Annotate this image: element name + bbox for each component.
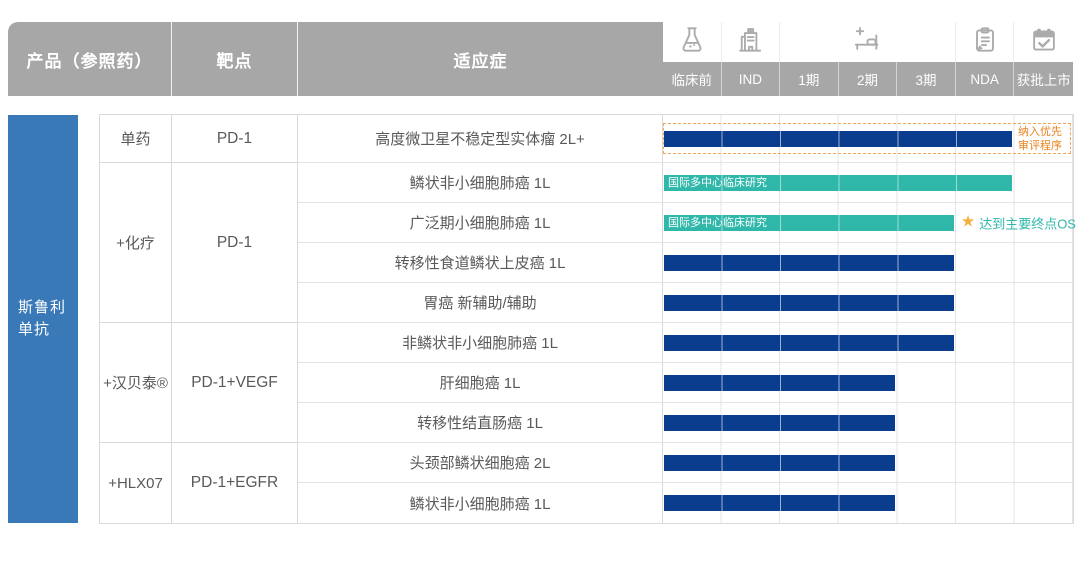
hospital-building-icon [734,24,766,61]
product-name-line1: 斯鲁利 [18,299,67,316]
table-header: 产品（参照药） 靶点 适应症 临床前 IND 1期 2期 3期 NDA 获批上市 [8,22,1073,96]
clipboard-icon [969,24,1001,61]
target-cell: PD-1+EGFR [172,443,298,523]
combo-cell: +HLX07 [100,443,172,523]
target-cell: PD-1+VEGF [172,323,298,443]
indication-cell: 胃癌 新辅助/辅助 [298,283,663,323]
flask-icon-cell [663,22,722,62]
gantt-row [663,403,1073,443]
priority-review-text: 纳入优先 审评程序 [1018,125,1062,152]
calendar-check-icon [1028,24,1060,61]
combo-cell: 单药 [100,115,172,163]
phase-progress-bar: 国际多中心临床研究 [664,174,1013,191]
indication-cell: 肝细胞癌 1L [298,363,663,403]
indication-cell: 非鳞状非小细胞肺癌 1L [298,323,663,363]
gantt-row [663,443,1073,483]
phase-label-1: IND [722,62,781,96]
header-product-column: 产品（参照药） [8,22,172,96]
header-target-column: 靶点 [172,22,298,96]
gantt-row: 国际多中心临床研究 ★ 达到主要终点OS [663,203,1076,243]
calendar-check-icon-cell [1014,22,1073,62]
milestone-annotation: ★ 达到主要终点OS [961,213,1076,232]
phase-label-2: 1期 [780,62,839,96]
milestone-text: 达到主要终点OS [979,216,1076,231]
indication-cell: 转移性结直肠癌 1L [298,403,663,443]
product-name-line2: 单抗 [18,321,51,338]
hospital-bed-icon [851,24,883,61]
pipeline-table: 单药 PD-1 高度微卫星不稳定型实体瘤 2L+ 纳入优先 审评程序 +化疗 PD-1 鳞状非… [99,114,1076,524]
gantt-row [663,483,1073,523]
combo-cell: +汉贝泰® [100,323,172,443]
header-indication-column: 适应症 [453,51,508,71]
target-cell: PD-1 [172,163,298,323]
clipboard-icon-cell [956,22,1015,62]
gantt-row [663,283,1073,323]
phase-progress-bar: 国际多中心临床研究 [664,214,954,231]
priority-review-box: 纳入优先 审评程序 [663,123,1071,154]
indication-cell: 头颈部鳞状细胞癌 2L [298,443,663,483]
header-phases-block: 临床前 IND 1期 2期 3期 NDA 获批上市 [663,22,1073,96]
flask-icon [676,24,708,61]
bar-label: 国际多中心临床研究 [668,176,767,189]
hospital-building-icon-cell [722,22,781,62]
product-name-sidebar: 斯鲁利 单抗 [8,115,78,523]
phase-progress-bar [664,414,896,431]
phase-labels-row: 临床前 IND 1期 2期 3期 NDA 获批上市 [663,62,1073,96]
phase-progress-bar [664,294,954,311]
phase-progress-bar [664,254,954,271]
phase-progress-bar [664,454,896,471]
target-cell: PD-1 [172,115,298,163]
indication-cell: 高度微卫星不稳定型实体瘤 2L+ [298,115,663,163]
phase-progress-bar [664,334,954,351]
header-left-block: 产品（参照药） 靶点 适应症 [8,22,663,96]
gantt-row [663,363,1073,403]
phase-icons-row [663,22,1073,62]
phase-label-0: 临床前 [663,62,722,96]
indication-cell: 转移性食道鳞状上皮癌 1L [298,243,663,283]
hospital-bed-icon-cell [780,22,956,62]
indication-cell: 广泛期小细胞肺癌 1L [298,203,663,243]
phase-label-6: 获批上市 [1016,73,1071,88]
indication-cell: 鳞状非小细胞肺癌 1L [298,483,663,523]
phase-progress-bar [664,495,896,511]
indication-cell: 鳞状非小细胞肺癌 1L [298,163,663,203]
phase-label-3: 2期 [839,62,898,96]
bar-label: 国际多中心临床研究 [668,216,767,229]
star-icon: ★ [960,213,976,231]
phase-label-5: NDA [956,62,1015,96]
combo-cell: +化疗 [100,163,172,323]
gantt-row [663,323,1073,363]
gantt-row [663,243,1073,283]
phase-progress-bar [664,130,1013,147]
gantt-row: 纳入优先 审评程序 [663,115,1073,163]
phase-label-4: 3期 [897,62,956,96]
gantt-row: 国际多中心临床研究 [663,163,1073,203]
phase-progress-bar [664,374,896,391]
